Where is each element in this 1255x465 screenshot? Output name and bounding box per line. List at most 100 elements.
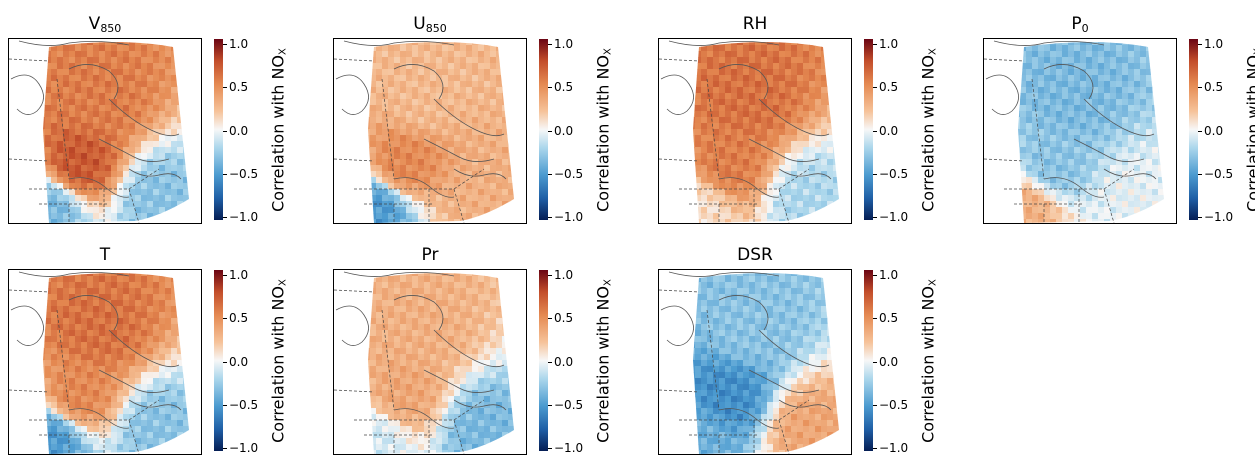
heatmap-cell	[502, 213, 509, 220]
heatmap-cell	[990, 135, 997, 142]
heatmap-cell	[105, 390, 112, 397]
heatmap-cell	[677, 45, 684, 52]
heatmap-cell	[123, 141, 130, 148]
heatmap-cell	[183, 414, 190, 421]
heatmap-cell	[815, 39, 822, 46]
heatmap-cell	[93, 288, 100, 295]
heatmap-cell	[1014, 81, 1021, 88]
heatmap-cell	[731, 219, 738, 223]
heatmap-cell	[803, 213, 810, 220]
heatmap-cell	[815, 141, 822, 148]
heatmap-cell	[370, 213, 377, 220]
heatmap-cell	[1038, 111, 1045, 118]
heatmap-cell	[737, 147, 744, 154]
heatmap-cell	[63, 207, 70, 214]
heatmap-cell	[809, 81, 816, 88]
heatmap-cell	[189, 282, 196, 289]
heatmap-cell	[388, 45, 395, 52]
heatmap-cell	[1122, 87, 1129, 94]
heatmap-cell	[159, 189, 166, 196]
heatmap-cell	[165, 111, 172, 118]
heatmap-cell	[701, 141, 708, 148]
heatmap-cell	[195, 348, 201, 355]
heatmap-cell	[195, 384, 201, 391]
heatmap-cell	[839, 105, 846, 112]
heatmap-cell	[93, 141, 100, 148]
heatmap-cell	[484, 153, 491, 160]
heatmap-cell	[845, 63, 851, 70]
heatmap-cell	[412, 99, 419, 106]
heatmap-cell	[659, 147, 666, 154]
heatmap-cell	[1008, 63, 1015, 70]
heatmap-cell	[707, 213, 714, 220]
colorbar-tick-label: 0.0	[1204, 125, 1223, 137]
heatmap-cell	[749, 123, 756, 130]
heatmap-cell	[1116, 165, 1123, 172]
heatmap-cell	[364, 207, 371, 214]
heatmap-cell	[39, 384, 46, 391]
heatmap-cell	[436, 111, 443, 118]
heatmap-cell	[1074, 165, 1081, 172]
heatmap-cell	[424, 81, 431, 88]
heatmap-cell	[418, 153, 425, 160]
heatmap-cell	[767, 153, 774, 160]
map-title-text: P	[1071, 14, 1081, 34]
heatmap-cell	[1098, 117, 1105, 124]
heatmap-cell	[352, 147, 359, 154]
heatmap-cell	[81, 390, 88, 397]
heatmap-cell	[21, 294, 28, 301]
heatmap-cell	[1086, 177, 1093, 184]
heatmap-cell	[767, 105, 774, 112]
heatmap-cell	[833, 153, 840, 160]
heatmap-cell	[1140, 39, 1147, 46]
heatmap-cell	[809, 93, 816, 100]
heatmap-cell	[496, 159, 503, 166]
heatmap-cell	[755, 213, 762, 220]
heatmap-cell	[388, 69, 395, 76]
heatmap-cell	[791, 135, 798, 142]
heatmap-cell	[406, 141, 413, 148]
heatmap-cell	[665, 57, 672, 64]
heatmap-cell	[340, 201, 347, 208]
heatmap-cell	[105, 57, 112, 64]
heatmap-cell	[424, 165, 431, 172]
heatmap-cell	[1098, 195, 1105, 202]
heatmap-cell	[418, 75, 425, 82]
heatmap-cell	[990, 207, 997, 214]
heatmap-cell	[171, 141, 178, 148]
heatmap-cell	[1062, 63, 1069, 70]
heatmap-cell	[1062, 141, 1069, 148]
heatmap-cell	[1008, 183, 1015, 190]
heatmap-cell	[1122, 141, 1129, 148]
heatmap-cell	[773, 213, 780, 220]
heatmap-cell	[147, 318, 154, 325]
heatmap-cell	[1008, 81, 1015, 88]
heatmap-cell	[454, 63, 461, 70]
heatmap-cell	[827, 63, 834, 70]
heatmap-cell	[695, 165, 702, 172]
heatmap-cell	[707, 141, 714, 148]
heatmap-cell	[731, 159, 738, 166]
heatmap-cell	[376, 195, 383, 202]
heatmap-cell	[520, 147, 526, 154]
heatmap-cell	[15, 219, 22, 223]
heatmap-cell	[117, 408, 124, 415]
heatmap-cell	[990, 141, 997, 148]
heatmap-cell	[1170, 99, 1176, 106]
heatmap-cell	[1044, 87, 1051, 94]
heatmap-cell	[33, 189, 40, 196]
heatmap-cell	[677, 105, 684, 112]
heatmap-cell	[1158, 195, 1165, 202]
heatmap-cell	[99, 117, 106, 124]
heatmap-cell	[189, 93, 196, 100]
heatmap-cell	[743, 117, 750, 124]
heatmap-cell	[1032, 147, 1039, 154]
heatmap-cell	[334, 207, 341, 214]
heatmap-cell	[105, 171, 112, 178]
heatmap-cell	[1098, 207, 1105, 214]
heatmap-cell	[352, 195, 359, 202]
heatmap-cell	[460, 99, 467, 106]
heatmap-cell	[51, 75, 58, 82]
heatmap-cell	[51, 111, 58, 118]
heatmap-cell	[117, 384, 124, 391]
